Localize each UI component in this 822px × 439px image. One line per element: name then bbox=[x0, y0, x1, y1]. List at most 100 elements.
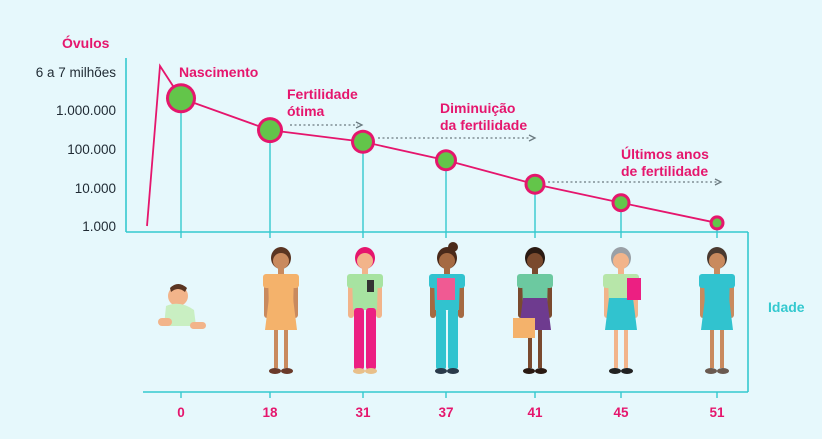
head-shape bbox=[527, 253, 543, 269]
annotation-arrowhead bbox=[528, 134, 537, 142]
shoe-shape bbox=[269, 368, 281, 374]
data-point bbox=[438, 152, 454, 169]
sleeve-shape bbox=[727, 274, 735, 288]
data-point bbox=[169, 86, 193, 111]
annotation-text: ótima bbox=[287, 103, 325, 119]
shoe-shape bbox=[435, 368, 447, 374]
neck-shape bbox=[278, 268, 284, 274]
baby-figure bbox=[158, 284, 206, 329]
x-tick-label: 41 bbox=[527, 405, 543, 420]
y-tick-label: 6 a 7 milhões bbox=[36, 65, 117, 80]
woman-18-figure bbox=[263, 247, 299, 374]
shoe-shape bbox=[281, 368, 293, 374]
annotation-text: de fertilidade bbox=[621, 163, 708, 179]
annotation-arrowhead bbox=[355, 121, 364, 129]
y-tick-label: 10.000 bbox=[75, 181, 116, 196]
annotation-text: Nascimento bbox=[179, 64, 258, 80]
torso-shape bbox=[352, 274, 378, 310]
envelope-shape bbox=[513, 318, 535, 338]
woman-41-figure bbox=[513, 247, 553, 374]
hair-bun bbox=[448, 242, 458, 252]
baby-body bbox=[164, 303, 196, 326]
sleeve-shape bbox=[263, 274, 271, 288]
phone-shape bbox=[367, 280, 374, 292]
sleeve-shape bbox=[517, 274, 525, 288]
shoe-shape bbox=[365, 368, 377, 374]
leg-shape bbox=[624, 330, 628, 368]
data-point bbox=[354, 132, 372, 151]
neck-shape bbox=[362, 268, 368, 274]
neck-shape bbox=[444, 268, 450, 274]
y-tick-label: 1.000.000 bbox=[56, 103, 116, 118]
chart-stems bbox=[180, 110, 718, 238]
neck-shape bbox=[714, 268, 720, 274]
leg-shape bbox=[354, 308, 364, 370]
x-tick-label: 51 bbox=[709, 405, 725, 420]
data-point bbox=[260, 120, 280, 141]
chart-axes bbox=[125, 58, 749, 398]
shoe-shape bbox=[447, 368, 459, 374]
book-shape bbox=[627, 278, 641, 300]
x-tick-label: 45 bbox=[613, 405, 629, 420]
woman-31-figure bbox=[347, 247, 383, 374]
leg-shape bbox=[436, 308, 446, 370]
y-axis-label: Óvulos bbox=[62, 34, 110, 51]
shoe-shape bbox=[523, 368, 535, 374]
x-tick-label: 0 bbox=[177, 405, 185, 420]
woman-45-figure bbox=[603, 247, 641, 374]
annotation-text: Últimos anos bbox=[621, 145, 709, 162]
chart-series bbox=[146, 63, 725, 231]
dress-shape bbox=[701, 298, 733, 330]
leg-shape bbox=[284, 330, 288, 368]
head-shape bbox=[273, 253, 289, 269]
folder-shape bbox=[437, 278, 455, 300]
head-shape bbox=[709, 253, 725, 269]
dress-shape bbox=[265, 298, 297, 330]
shoe-shape bbox=[535, 368, 547, 374]
shoe-shape bbox=[353, 368, 365, 374]
head-shape bbox=[439, 253, 455, 269]
shoe-shape bbox=[609, 368, 621, 374]
chart-labels: Óvulos 6 a 7 milhões 1.000.000 100.000 10.00… bbox=[36, 34, 805, 420]
head-shape bbox=[357, 253, 373, 269]
y-tick-label: 100.000 bbox=[67, 142, 116, 157]
leg-shape bbox=[614, 330, 618, 368]
leg-shape bbox=[710, 330, 714, 368]
baby-hair bbox=[170, 284, 187, 292]
sleeve-shape bbox=[375, 274, 383, 288]
data-point bbox=[614, 196, 628, 210]
sleeve-shape bbox=[429, 274, 437, 288]
woman-51-figure bbox=[699, 247, 735, 374]
shoe-shape bbox=[717, 368, 729, 374]
baby-leg bbox=[190, 322, 206, 329]
annotation-text: Diminuição bbox=[440, 100, 515, 116]
annotation-arrowhead bbox=[714, 178, 723, 186]
annotation-text: da fertilidade bbox=[440, 117, 527, 133]
annotation-text: Fertilidade bbox=[287, 86, 358, 102]
dress-shape bbox=[605, 298, 637, 330]
baby-leg bbox=[158, 318, 172, 326]
sleeve-shape bbox=[291, 274, 299, 288]
data-point bbox=[712, 218, 722, 228]
woman-37-figure bbox=[429, 242, 465, 374]
x-axis-label: Idade bbox=[768, 299, 805, 315]
y-tick-label: 1.000 bbox=[82, 219, 116, 234]
leg-shape bbox=[366, 308, 376, 370]
sleeve-shape bbox=[699, 274, 707, 288]
head-shape bbox=[613, 253, 629, 269]
leg-shape bbox=[448, 308, 458, 370]
leg-shape bbox=[274, 330, 278, 368]
x-tick-label: 31 bbox=[355, 405, 371, 420]
baby-head bbox=[168, 286, 188, 306]
shoe-shape bbox=[621, 368, 633, 374]
sleeve-shape bbox=[545, 274, 553, 288]
person-figures bbox=[158, 242, 735, 374]
leg-shape bbox=[538, 330, 542, 368]
sleeve-shape bbox=[457, 274, 465, 288]
leg-shape bbox=[528, 330, 532, 368]
sleeve-shape bbox=[603, 274, 611, 288]
sleeve-shape bbox=[347, 274, 355, 288]
x-tick-label: 18 bbox=[262, 405, 278, 420]
